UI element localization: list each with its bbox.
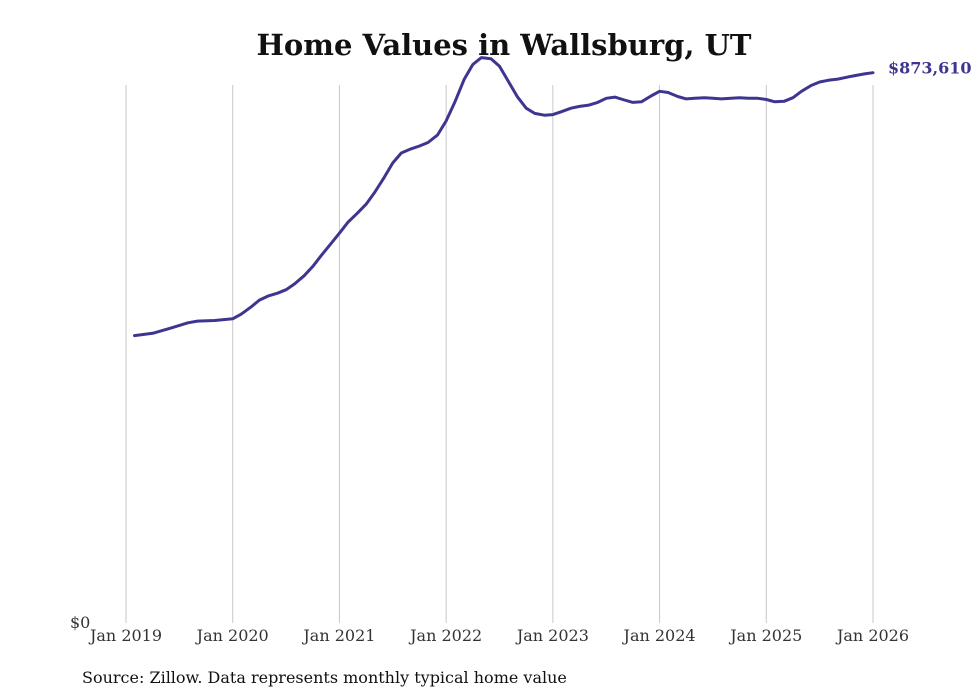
gridlines bbox=[125, 85, 874, 623]
series-line bbox=[133, 56, 875, 338]
source-note: Source: Zillow. Data represents monthly … bbox=[82, 668, 567, 687]
x-tick-label: Jan 2024 bbox=[622, 626, 696, 645]
x-tick-label: Jan 2026 bbox=[835, 626, 909, 645]
x-tick-label: Jan 2022 bbox=[408, 626, 482, 645]
end-value-label: $873,610 bbox=[888, 59, 972, 78]
y-tick-label: $0 bbox=[70, 613, 90, 632]
x-tick-label: Jan 2021 bbox=[301, 626, 375, 645]
x-tick-label: Jan 2025 bbox=[728, 626, 802, 645]
chart-title: Home Values in Wallsburg, UT bbox=[256, 28, 752, 62]
x-axis-ticks: Jan 2019 Jan 2020 Jan 2021 Jan 2022 Jan 2023… bbox=[88, 626, 909, 645]
x-tick-label: Jan 2019 bbox=[88, 626, 162, 645]
x-tick-label: Jan 2023 bbox=[515, 626, 589, 645]
x-tick-label: Jan 2020 bbox=[195, 626, 269, 645]
series-group: $873,610 bbox=[133, 56, 972, 338]
